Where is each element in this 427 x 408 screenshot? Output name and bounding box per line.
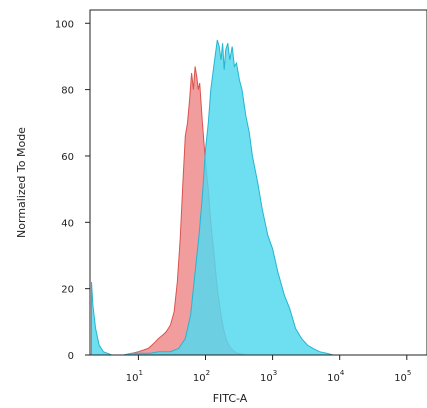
x-axis-ticks: 101 102 103 104 105 <box>126 355 411 384</box>
y-axis-ticks: 0 20 40 60 80 100 <box>55 19 90 362</box>
y-tick-label: 100 <box>55 19 74 30</box>
y-tick-label: 60 <box>61 152 74 163</box>
plot-frame <box>89 9 427 356</box>
x-tick-label: 104 <box>327 369 345 384</box>
y-tick-label: 80 <box>61 86 74 97</box>
x-tick-label: 105 <box>394 369 411 384</box>
x-tick-label: 103 <box>260 369 277 384</box>
series-layer <box>91 39 334 356</box>
y-axis-title: Normalized To Mode <box>15 127 28 238</box>
y-tick-label: 0 <box>68 351 74 362</box>
y-tick-label: 20 <box>61 285 74 296</box>
histogram-series-2 <box>91 39 334 356</box>
y-tick-label: 40 <box>61 218 74 229</box>
x-tick-label: 102 <box>193 369 210 384</box>
x-tick-label: 101 <box>126 369 143 384</box>
x-axis-title: FITC-A <box>213 392 248 405</box>
